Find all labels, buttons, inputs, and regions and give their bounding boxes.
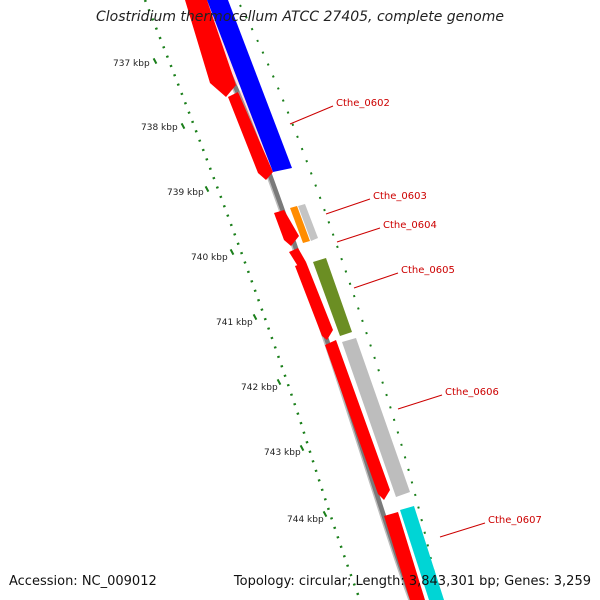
- gene-block-cyan: [400, 506, 444, 600]
- gene-block-red-2: [228, 92, 273, 180]
- tick-label-741: 741 kbp: [216, 318, 253, 328]
- gene-block-gray-large: [342, 338, 410, 497]
- tick-mark-741: [252, 313, 258, 321]
- tick-label-739: 739 kbp: [167, 188, 204, 198]
- outer-track-ticks: [239, 4, 441, 600]
- gene-block-red-1: [185, 0, 236, 97]
- tick-mark-742: [276, 378, 282, 386]
- tick-label-740: 740 kbp: [191, 253, 228, 263]
- gene-block-olive: [313, 258, 352, 336]
- tick-mark-744: [322, 510, 328, 518]
- callout-line-0607: [439, 522, 486, 538]
- callout-line-0605: [353, 272, 399, 289]
- gene-label-0602[interactable]: Cthe_0602: [336, 98, 390, 109]
- callout-line-0604: [336, 227, 381, 243]
- tick-label-738: 738 kbp: [141, 123, 178, 133]
- gene-block-red-7: [384, 512, 425, 600]
- callout-line-0602: [289, 105, 334, 125]
- genome-backbone: [192, 3, 415, 600]
- callout-line-0603: [325, 198, 371, 215]
- tick-mark-739: [204, 185, 210, 193]
- map-title: Clostridium thermocellum ATCC 27405, com…: [96, 9, 504, 25]
- tick-mark-738: [180, 122, 186, 130]
- red-gene-blocks: [185, 0, 425, 600]
- tick-mark-737: [152, 57, 158, 65]
- tick-label-743: 743 kbp: [264, 448, 301, 458]
- gene-block-gray-small: [298, 204, 318, 241]
- outer-gene-blocks: [207, 0, 444, 600]
- gene-block-red-5: [295, 262, 333, 340]
- gene-label-0604[interactable]: Cthe_0604: [383, 220, 437, 231]
- tick-marks: [152, 57, 328, 518]
- tick-mark-743: [299, 444, 305, 452]
- callout-line-0606: [397, 394, 443, 410]
- gene-labels: Cthe_0602 Cthe_0603 Cthe_0604 Cthe_0605 …: [336, 98, 542, 526]
- tick-label-744: 744 kbp: [287, 515, 324, 525]
- genome-stats-text: Topology: circular; Length: 3,843,301 bp…: [233, 574, 591, 589]
- gene-label-0603[interactable]: Cthe_0603: [373, 191, 427, 202]
- gene-label-0605[interactable]: Cthe_0605: [401, 265, 455, 276]
- gene-block-red-3: [274, 210, 299, 246]
- gene-label-0607[interactable]: Cthe_0607: [488, 515, 542, 526]
- tick-track: [143, 0, 362, 600]
- accession-text: Accession: NC_009012: [9, 574, 157, 589]
- gene-block-blue: [207, 0, 292, 172]
- gene-block-red-6: [325, 340, 390, 500]
- tick-label-742: 742 kbp: [241, 383, 278, 393]
- gene-block-red-4: [289, 248, 306, 268]
- tick-mark-740: [229, 248, 235, 256]
- tick-label-737: 737 kbp: [113, 59, 150, 69]
- gene-label-0606[interactable]: Cthe_0606: [445, 387, 499, 398]
- tick-labels: 737 kbp 738 kbp 739 kbp 740 kbp 741 kbp …: [113, 59, 324, 525]
- gene-callouts: [289, 105, 486, 538]
- gene-block-orange: [290, 206, 310, 243]
